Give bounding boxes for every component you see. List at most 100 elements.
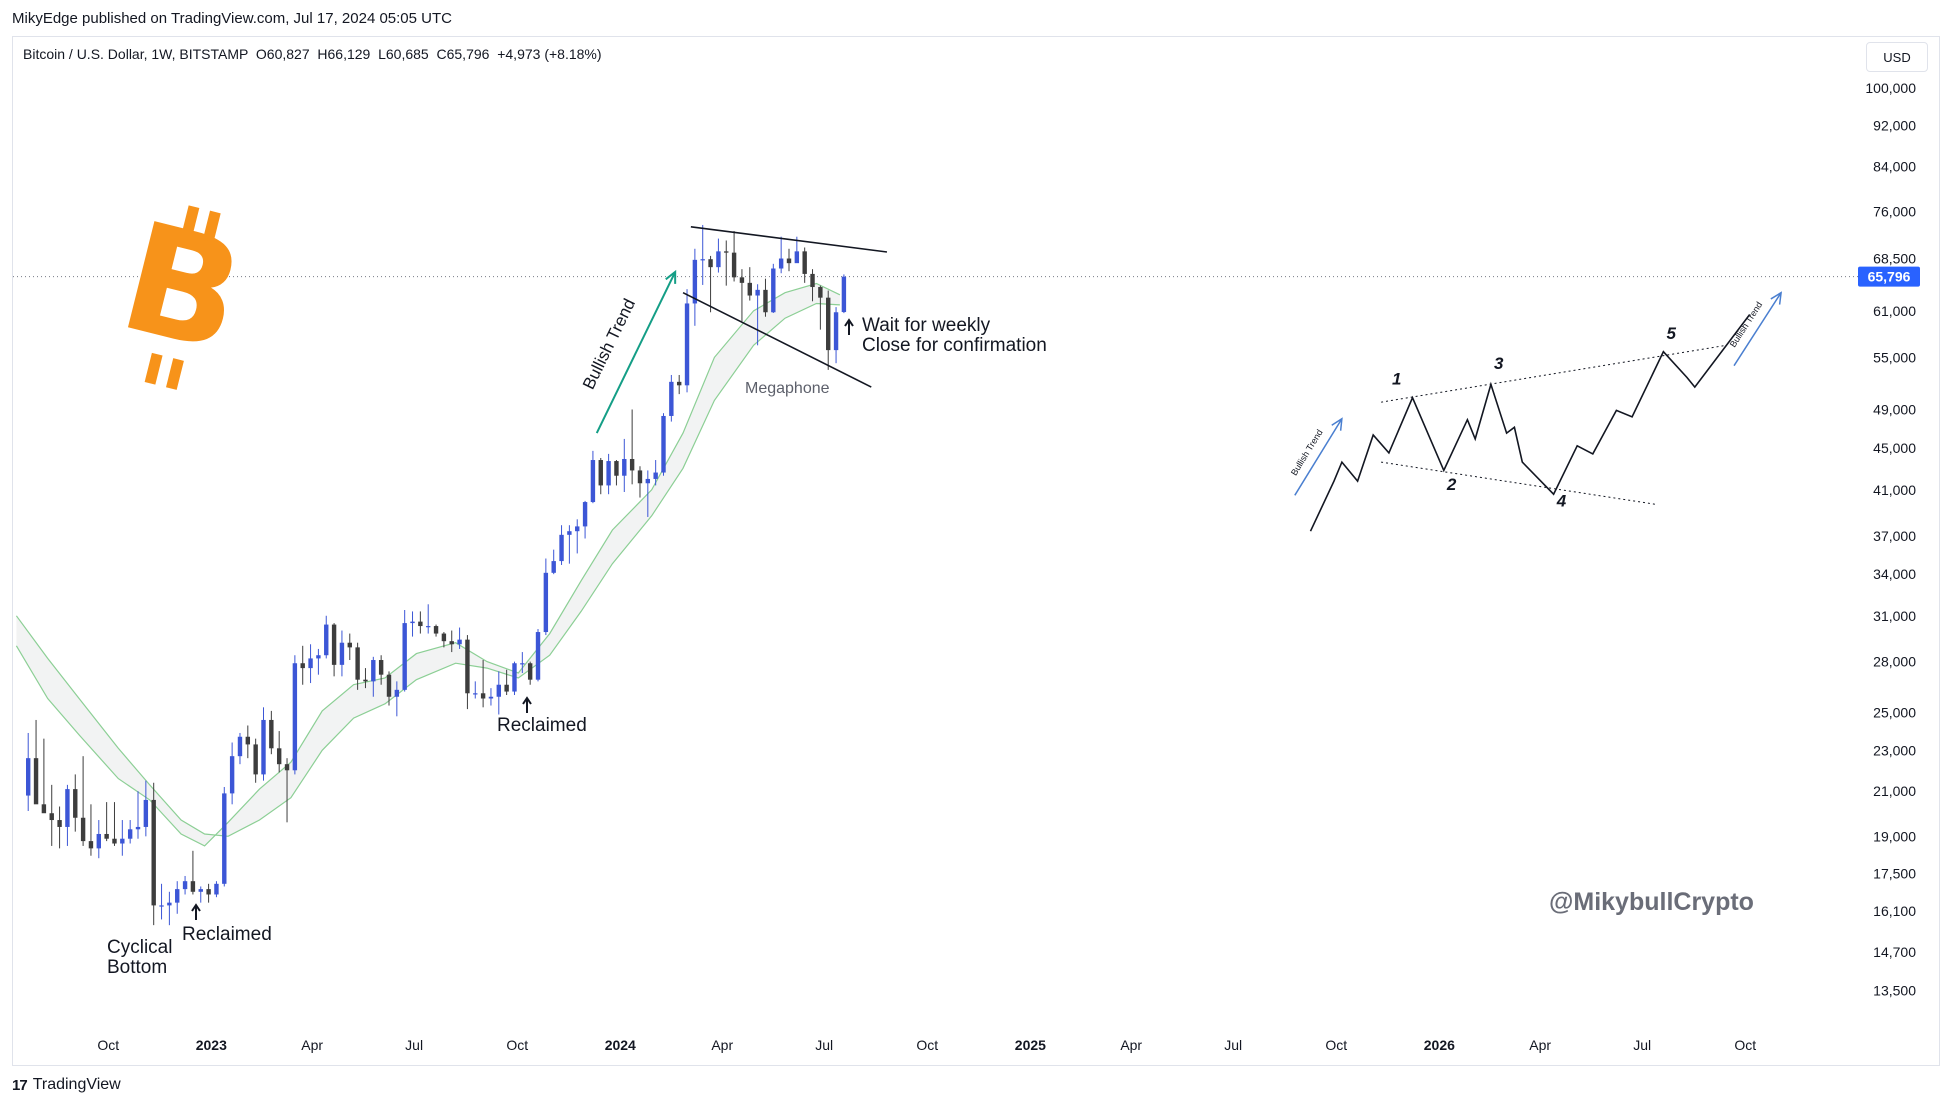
candle-body: [159, 905, 164, 907]
candle-body: [410, 621, 415, 624]
candle-body: [120, 838, 125, 844]
candle-body: [363, 679, 368, 682]
candle-body: [684, 303, 690, 386]
candle: [237, 732, 243, 765]
bitcoin-logo-bar-bottom-left: [144, 352, 163, 385]
candle-body: [716, 251, 721, 268]
candle-body: [692, 259, 698, 304]
candle-body: [527, 663, 533, 680]
candle: [418, 611, 423, 634]
reclaimed-1-arrow-head: [191, 903, 201, 912]
candle-body: [127, 829, 133, 839]
candle: [833, 307, 839, 364]
bitcoin-logo-bar-top-right: [202, 210, 221, 243]
last-price-tag-bg: [1858, 266, 1920, 287]
candle: [496, 671, 501, 715]
y-tick-label: 19,000: [1873, 828, 1916, 844]
candle: [206, 883, 211, 903]
wave-arrow-right: [1733, 292, 1782, 367]
candle-body: [182, 881, 188, 890]
candle: [159, 883, 164, 920]
candle-body: [347, 642, 352, 648]
candle: [182, 875, 188, 895]
candle: [731, 231, 737, 282]
candle: [143, 780, 149, 837]
megaphone-upper-line: [690, 225, 888, 253]
candle: [535, 629, 541, 682]
candle-body: [198, 889, 203, 892]
ma-band-fill: [16, 283, 840, 846]
candle-body: [57, 820, 62, 827]
candle: [331, 623, 337, 677]
candle: [449, 630, 454, 653]
candle-body: [841, 276, 847, 313]
candle: [300, 645, 305, 685]
candle: [661, 413, 666, 476]
candle: [739, 269, 745, 322]
candle: [253, 738, 258, 783]
candle: [120, 820, 125, 856]
candle: [598, 457, 603, 495]
y-tick-label: 55,000: [1873, 349, 1916, 365]
candle: [96, 820, 101, 859]
x-tick-label: Oct: [1325, 1037, 1347, 1053]
candle-body: [653, 472, 658, 479]
tradingview-logo-icon: 17: [12, 1076, 28, 1094]
legend-high: H66,129: [317, 46, 371, 62]
candle-body: [214, 883, 219, 895]
candle-body: [135, 826, 141, 830]
candle: [669, 374, 674, 422]
candle-body: [606, 461, 611, 486]
candle: [786, 248, 792, 272]
candle: [57, 806, 62, 849]
candle-body: [167, 902, 172, 906]
candle-body: [543, 572, 549, 633]
candle: [229, 742, 235, 805]
candle-body: [473, 693, 478, 695]
candle-body: [104, 833, 109, 839]
candle: [708, 255, 713, 313]
candle-body: [731, 252, 737, 278]
candle-body: [810, 273, 815, 288]
legend-symbol: Bitcoin / U.S. Dollar, 1W, BITSTAMP: [23, 46, 249, 62]
x-tick-label: Jul: [1224, 1037, 1242, 1053]
candle-body: [339, 642, 345, 665]
reclaimed-1-label: Reclaimed: [182, 924, 272, 945]
megaphone-label: Megaphone: [745, 380, 830, 397]
candle-body: [96, 833, 101, 849]
legend-change: +4,973 (+8.18%): [497, 46, 602, 62]
candle: [512, 661, 517, 696]
candle-body: [245, 736, 251, 745]
candle-body: [567, 531, 572, 535]
candle: [614, 460, 619, 486]
footer-brand[interactable]: 17 TradingView: [12, 1076, 121, 1094]
y-tick-label: 28,000: [1873, 654, 1916, 670]
candle-body: [324, 624, 329, 656]
x-tick-label: 2026: [1424, 1037, 1455, 1053]
candle: [80, 756, 86, 846]
candle: [33, 719, 39, 805]
candle-body: [433, 626, 439, 634]
y-tick-label: 25,000: [1873, 705, 1916, 721]
candle-body: [355, 647, 360, 680]
candle: [543, 558, 549, 636]
candle: [441, 632, 447, 648]
candle-body: [331, 624, 337, 665]
candle: [73, 774, 78, 832]
candle-body: [292, 663, 298, 771]
candle: [802, 247, 807, 283]
bitcoin-logo-icon: B: [106, 190, 259, 390]
candle-body: [676, 381, 682, 386]
legend-open: O60,827: [255, 46, 310, 62]
candle: [394, 681, 400, 717]
candle: [167, 891, 172, 926]
currency-button[interactable]: USD: [1866, 42, 1928, 72]
candle: [559, 525, 564, 565]
candle: [88, 804, 94, 856]
wave-arrow-left-head: [1331, 417, 1343, 431]
candle-body: [582, 502, 588, 527]
candle-body: [418, 621, 423, 627]
candle: [527, 661, 533, 685]
y-tick-label: 68,500: [1873, 251, 1916, 267]
